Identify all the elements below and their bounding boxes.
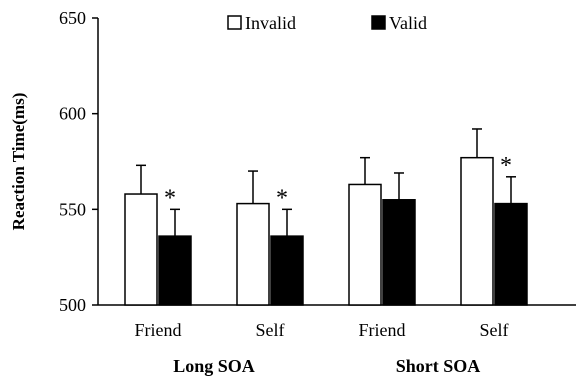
bar-invalid-4	[460, 156, 494, 306]
significance-marker: *	[500, 153, 512, 179]
significance-marker: *	[276, 185, 288, 211]
bar-valid-4	[494, 202, 528, 306]
x-tick-label: Self	[480, 320, 509, 340]
legend-label-invalid: Invalid	[245, 13, 296, 33]
legend-swatch-valid	[371, 15, 386, 30]
x-tick-label: Friend	[359, 320, 406, 340]
y-tick-label: 550	[59, 199, 86, 219]
bar-valid-2	[270, 235, 304, 306]
legend-label-valid: Valid	[389, 13, 427, 33]
y-tick-label: 500	[59, 295, 86, 315]
significance-marker: *	[164, 185, 176, 211]
bar-invalid-1	[124, 193, 158, 306]
y-tick-label: 650	[59, 8, 86, 28]
y-axis-label: Reaction Time(ms)	[9, 93, 28, 231]
bar-valid-1	[158, 235, 192, 306]
group-label: Long SOA	[173, 356, 255, 376]
bar-invalid-3	[348, 183, 382, 306]
x-tick-label: Self	[256, 320, 285, 340]
x-tick-label: Friend	[135, 320, 182, 340]
bar-invalid-2	[236, 202, 270, 306]
y-tick-label: 600	[59, 104, 86, 124]
legend-swatch-invalid	[227, 15, 242, 30]
group-label: Short SOA	[396, 356, 481, 376]
bar-valid-3	[382, 199, 416, 306]
